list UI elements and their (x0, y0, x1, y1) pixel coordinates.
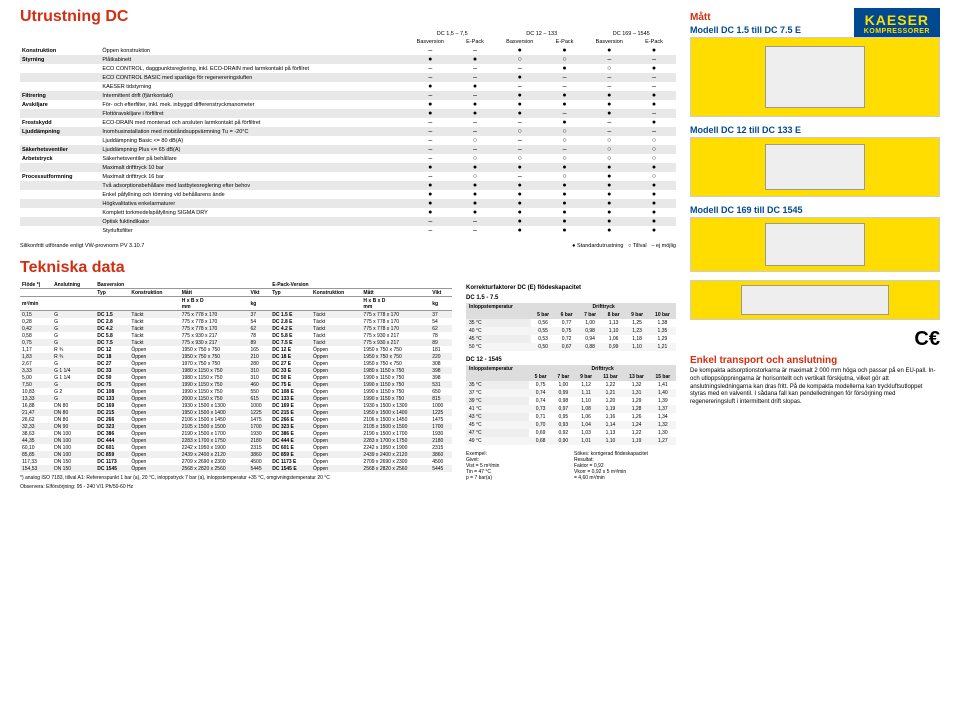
silicon-note: Silikonfritt utförande enligt VW-provnor… (20, 243, 144, 249)
legend: ● Standardutrustning ○ Tillval – ej möjl… (572, 243, 676, 249)
ce-mark: C€ (690, 328, 940, 351)
equipment-table: DC 1,5 – 7,5 DC 12 – 133 DC 169 – 1545 B… (20, 30, 676, 235)
model-c-heading: Modell DC 169 till DC 1545 (690, 205, 940, 215)
footnote-1: *) analog ISO 7183, tillval A1: Referens… (20, 475, 452, 481)
photo-model-c-2 (690, 280, 940, 320)
photo-model-a (690, 37, 940, 117)
photo-model-b (690, 137, 940, 197)
heading-utrustning: Utrustning DC (20, 8, 676, 26)
transport-text: De kompakta adsorptionstorkarna är maxim… (690, 368, 940, 407)
kaeser-logo: KAESER KOMPRESSORER (854, 8, 940, 39)
heading-transport: Enkel transport och anslutning (690, 355, 940, 366)
example-calc: Exempel: Givet: Vist = 5 m³/min Tin = 47… (466, 451, 676, 481)
corr-title: Korrekturfaktorer DC (E) flödeskapacitet (466, 285, 676, 291)
tech-data-table: Flöde *) Anslutning Basversion E-Pack-Ve… (20, 281, 452, 472)
footnote-2: Observera: Elförsörjning: 95 - 240 V/1 P… (20, 484, 452, 490)
photo-model-c (690, 217, 940, 272)
corr-table-2: InloppstemperaturDrifttryck 5 bar7 bar9 … (466, 365, 676, 445)
heading-tekniska: Tekniska data (20, 259, 676, 277)
corr-table-1: InloppstemperaturDrifttryck 5 bar6 bar7 … (466, 303, 676, 351)
model-b-heading: Modell DC 12 till DC 133 E (690, 125, 940, 135)
